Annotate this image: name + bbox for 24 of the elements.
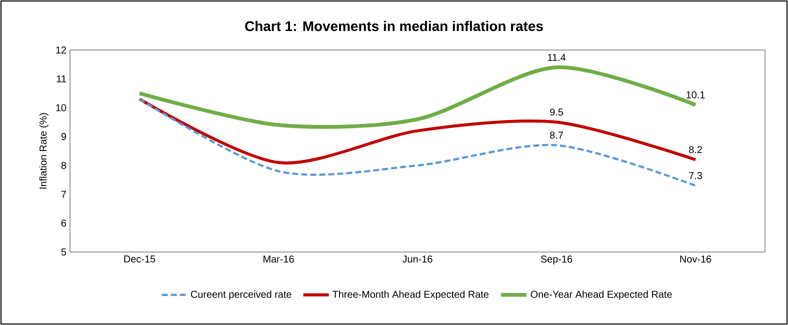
x-tick-label: Nov-16 (680, 256, 712, 263)
y-tick-label: 11 (56, 75, 66, 82)
x-tick-label: Jun-16 (402, 256, 432, 263)
data-label: 11.4 (548, 54, 566, 61)
y-tick-label: 6 (61, 220, 66, 227)
x-tick-label: Dec-15 (124, 256, 156, 262)
data-label: 10.1 (686, 91, 705, 98)
data-label: 8.2 (689, 146, 702, 154)
y-tick-label: 9 (61, 133, 66, 140)
chart-title: Chart 1: Movements in median inflation rates (245, 20, 543, 32)
legend-label: Cureent perceived rate (190, 290, 292, 300)
x-tick-label: Sep-16 (540, 256, 572, 265)
y-tick-label: 12 (56, 46, 66, 54)
legend-label: One-Year Ahead Expected Rate (530, 290, 672, 300)
data-label: 7.3 (689, 172, 702, 180)
y-axis-title: Inflation Rate (%) (39, 113, 49, 189)
data-label: 9.5 (550, 108, 564, 116)
legend-label: Three-Month Ahead Expected Rate (332, 290, 489, 300)
y-tick-label: 7 (61, 190, 66, 198)
y-tick-label: 5 (61, 248, 66, 256)
y-tick-label: 10 (56, 104, 66, 112)
y-tick-label: 8 (61, 162, 66, 169)
data-label: 8.7 (550, 132, 563, 139)
x-tick-label: Mar-16 (264, 256, 294, 263)
